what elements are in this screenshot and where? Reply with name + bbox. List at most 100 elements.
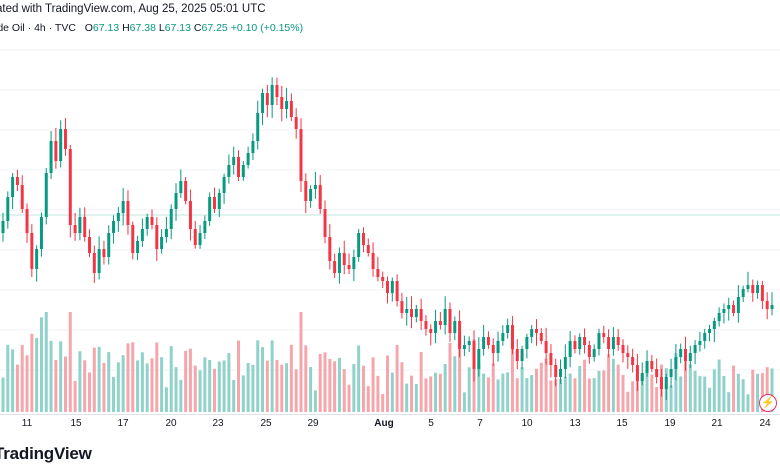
candle-body [251, 141, 255, 153]
candle-body [554, 365, 558, 377]
candle-body [645, 361, 649, 373]
x-tick-label: 11 [22, 418, 33, 429]
candle-body [496, 341, 500, 353]
volume-bar [145, 363, 149, 412]
time-axis-labels: 11 15 17 20 23 25 29 Aug 5 7 10 13 15 19 21 24 [22, 418, 771, 429]
candle-body [107, 233, 111, 257]
candle-body [289, 101, 293, 117]
volume-bar [241, 375, 245, 412]
candle-body [434, 321, 438, 333]
candle-body [631, 357, 635, 365]
candle-body [246, 153, 250, 165]
volume-bar [698, 376, 702, 412]
volume-bar [717, 359, 721, 412]
volume-bar [63, 356, 67, 412]
candle-body [280, 97, 284, 109]
volume-bar [756, 373, 760, 412]
volume-bar [419, 352, 423, 412]
candle-body [285, 101, 289, 109]
volume-bar [751, 369, 755, 412]
candle-body [770, 305, 774, 309]
candle-body [1, 221, 5, 233]
candle-body [539, 333, 543, 341]
volume-bars [1, 312, 774, 412]
candle-body [650, 361, 654, 369]
candle-body [453, 321, 457, 333]
volume-bar [477, 364, 481, 412]
open-label: O [84, 22, 93, 34]
volume-bar [11, 349, 15, 412]
candle-body [188, 201, 192, 229]
volume-bar [371, 357, 375, 412]
x-tick-label: 15 [616, 418, 628, 429]
volume-bar [535, 368, 538, 412]
volume-bar [265, 360, 269, 412]
volume-bar [434, 372, 438, 412]
candle-body [299, 129, 303, 181]
volume-bar [333, 361, 337, 412]
candle-body [760, 285, 764, 301]
volume-bar [486, 377, 490, 412]
volume-bar [184, 350, 188, 412]
candle-body [419, 309, 423, 321]
volume-bar [736, 373, 740, 412]
candle-body [11, 177, 15, 197]
tradingview-logo[interactable]: TradingView [0, 444, 92, 464]
candle-body [333, 261, 337, 273]
volume-bar [655, 387, 659, 412]
x-tick-label: 5 [428, 418, 434, 429]
symbol-label[interactable]: rude Oil · 4h · TVC [0, 22, 76, 34]
volume-bar [203, 357, 207, 412]
candle-body [414, 309, 418, 317]
volume-bar [770, 368, 774, 412]
volume-bar [188, 348, 192, 412]
x-tick-label: 24 [759, 418, 771, 429]
candlesticks [1, 77, 774, 401]
volume-bar [597, 370, 601, 412]
candle-body [501, 333, 505, 341]
volume-bar [59, 341, 63, 412]
volume-bar [227, 353, 231, 412]
candle-body [544, 341, 548, 353]
candle-body [212, 197, 216, 209]
candle-body [193, 229, 197, 245]
volume-bar [35, 337, 39, 412]
candle-body [587, 345, 591, 357]
x-tick-label: 10 [521, 418, 533, 429]
volume-bar [164, 387, 168, 412]
candle-body [261, 93, 265, 113]
candle-body [410, 309, 414, 317]
candle-body [458, 321, 462, 349]
candle-body [688, 353, 692, 361]
volume-bar [222, 360, 226, 412]
volume-bar [732, 365, 736, 412]
chart-grid [0, 49, 780, 371]
candle-body [83, 217, 87, 237]
flash-icon[interactable]: ⚡ [759, 394, 777, 412]
x-tick-label: 7 [477, 418, 483, 429]
candle-body [640, 373, 644, 381]
volume-bar [429, 376, 433, 412]
candle-body [472, 341, 476, 369]
volume-bar [573, 378, 577, 412]
volume-bar [49, 340, 53, 412]
volume-bar [347, 384, 351, 412]
volume-bar [583, 359, 587, 412]
volume-bar [140, 352, 144, 412]
candle-body [510, 325, 514, 349]
volume-bar [366, 386, 370, 412]
volume-bar [299, 312, 303, 412]
volume-bar [640, 374, 644, 412]
volume-bar [309, 366, 313, 412]
candle-body [121, 201, 125, 213]
candle-body [136, 241, 140, 253]
candle-body [357, 233, 361, 257]
chart-header: ated with TradingView.com, Aug 25, 2025 … [0, 0, 780, 40]
volume-bar [650, 374, 654, 412]
candle-body [592, 349, 596, 357]
candle-body [520, 349, 524, 361]
volume-bar [73, 380, 77, 412]
candle-body [237, 157, 240, 177]
candle-body [150, 217, 154, 225]
